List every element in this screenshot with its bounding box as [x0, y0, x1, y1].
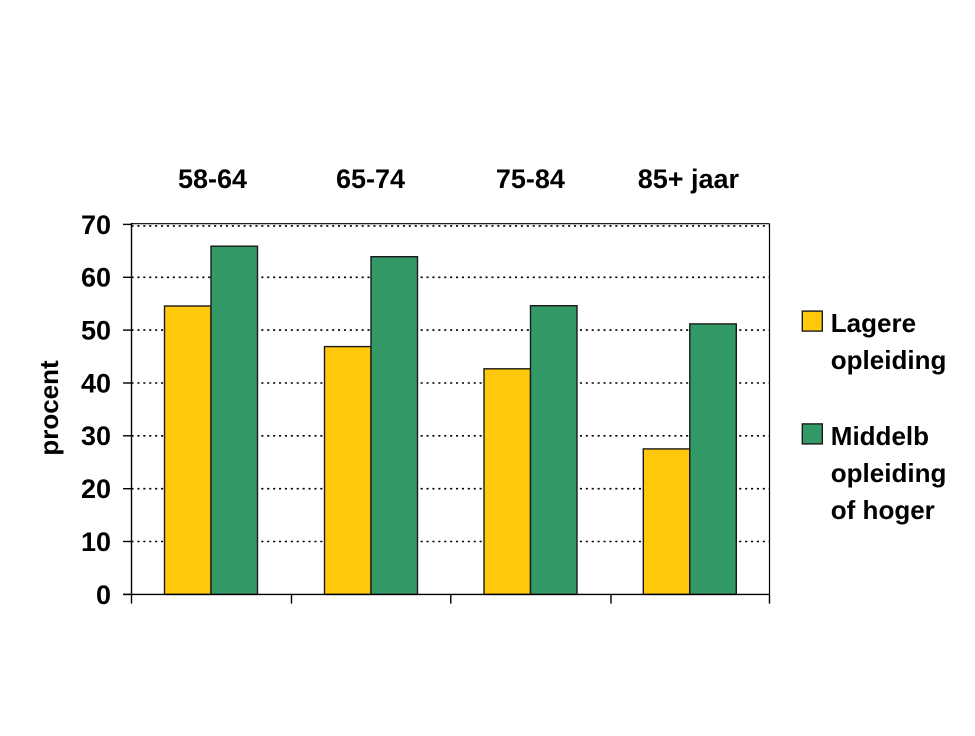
svg-text:50: 50 — [81, 316, 111, 346]
svg-text:Lagere: Lagere — [831, 308, 916, 338]
svg-text:20: 20 — [81, 474, 111, 504]
svg-text:70: 70 — [81, 210, 111, 240]
svg-text:75-84: 75-84 — [496, 164, 565, 194]
svg-text:85+ jaar: 85+ jaar — [638, 164, 740, 194]
svg-text:40: 40 — [81, 368, 111, 398]
svg-text:of hoger: of hoger — [831, 495, 935, 525]
svg-text:procent: procent — [34, 360, 64, 456]
svg-text:opleiding: opleiding — [831, 458, 947, 488]
svg-text:0: 0 — [96, 580, 111, 610]
svg-text:opleiding: opleiding — [831, 345, 947, 375]
svg-text:30: 30 — [81, 421, 111, 451]
svg-text:60: 60 — [81, 263, 111, 293]
svg-text:10: 10 — [81, 527, 111, 557]
svg-text:58-64: 58-64 — [178, 164, 247, 194]
svg-text:Middelb: Middelb — [831, 421, 929, 451]
svg-text:65-74: 65-74 — [336, 164, 405, 194]
